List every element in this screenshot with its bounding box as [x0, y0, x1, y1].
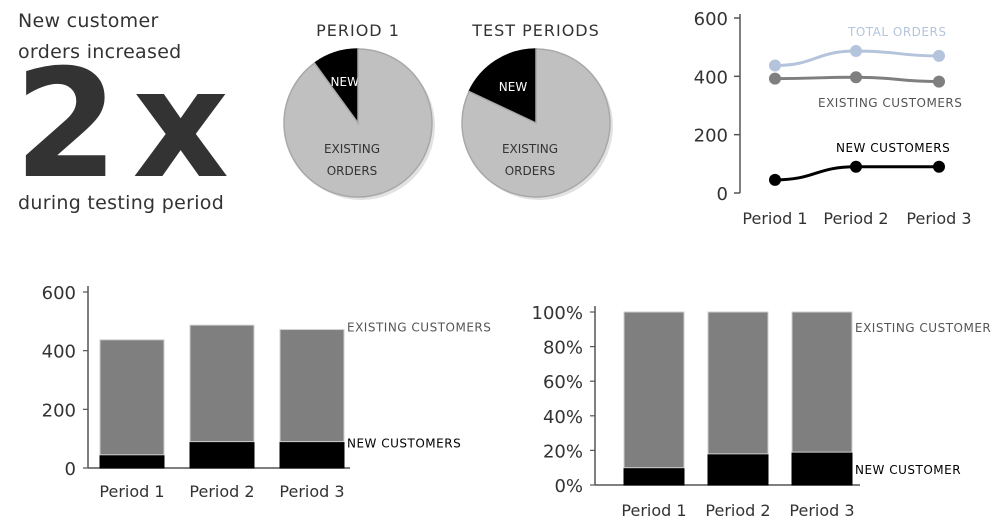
x-tick-label: Period 2 [189, 482, 254, 501]
data-point-new-customers [933, 160, 945, 173]
data-point-new-customers [850, 160, 862, 173]
series-label-existing-customer: EXISTING CUSTOMER [855, 321, 991, 335]
pie-slice-existing-orders [283, 48, 433, 198]
data-point-total-orders [769, 59, 781, 72]
bar-segment-existing-customers [279, 329, 345, 443]
headline-big-number: 2x [14, 38, 244, 212]
x-tick-label: Period 1 [621, 501, 686, 520]
y-tick-label: 600 [694, 9, 728, 30]
pie-label-existing: EXISTING ORDERS [502, 142, 558, 178]
headline-text: New customer orders increased [18, 6, 182, 68]
pie-chart-period-1: PERIOD 1 NEW EXISTING ORDERS [283, 21, 435, 200]
y-tick-label: 40% [543, 407, 583, 428]
y-tick-label: 0 [717, 184, 728, 205]
headline-footer: during testing period [18, 192, 225, 214]
x-tick-label: Period 3 [906, 209, 971, 228]
x-tick-label: Period 2 [823, 209, 888, 228]
bar-segment-new-customers [99, 454, 165, 469]
bar-segment-new-customers [189, 441, 255, 469]
pie-chart-test-periods: TEST PERIODS NEW EXISTING ORDERS [461, 21, 613, 200]
y-tick-label: 100% [532, 303, 583, 324]
bar-segment-new-customer [707, 453, 769, 486]
bar-segment-new-customers [279, 441, 345, 469]
data-point-existing-customers [850, 71, 862, 84]
pie-title: PERIOD 1 [316, 21, 400, 40]
data-point-existing-customers [933, 75, 945, 88]
x-tick-label: Period 1 [742, 209, 807, 228]
headline-line-2: orders increased [18, 41, 182, 63]
stacked-bar-chart-counts: 0 200 400 600 Period 1 Period 2 Period 3 NEW CU… [42, 283, 491, 501]
series-label-new-customer: NEW CUSTOMER [855, 463, 961, 477]
pie-label-new: NEW [499, 80, 528, 94]
y-tick-label: 80% [543, 338, 583, 359]
y-tick-label: 600 [42, 283, 76, 304]
y-tick-label: 200 [694, 126, 728, 147]
pie-label-line: ORDERS [505, 164, 556, 178]
series-label-new-customers: NEW CUSTOMERS [836, 141, 950, 155]
pie-slice-new [468, 48, 537, 125]
data-point-existing-customers [769, 72, 781, 85]
x-tick-label: Period 1 [99, 482, 164, 501]
data-point-new-customers [769, 173, 781, 186]
series-label-total-orders: TOTAL ORDERS [847, 25, 946, 39]
pie-label-line: EXISTING [324, 142, 380, 156]
series-label-existing-customers: EXISTING CUSTOMERS [347, 321, 491, 335]
x-tick-label: Period 3 [789, 501, 854, 520]
line-chart-orders: 0 200 400 600 Period 1 Period 2 Period 3 TOTAL … [694, 9, 972, 228]
y-tick-label: 0 [65, 459, 76, 480]
pie-title: TEST PERIODS [471, 21, 600, 40]
bar-segment-new-customer [623, 467, 685, 486]
y-tick-label: 0% [554, 476, 583, 497]
y-tick-label: 200 [42, 400, 76, 421]
y-tick-label: 20% [543, 441, 583, 462]
series-label-new-customers: NEW CUSTOMERS [347, 437, 461, 451]
bar-segment-existing-customers [99, 339, 165, 456]
bar-segment-existing-customer [791, 311, 853, 453]
data-point-total-orders [933, 49, 945, 62]
y-tick-label: 400 [694, 67, 728, 88]
stacked-bar-chart-percent: 0% 20% 40% 60% 80% 100% Period 1 Period 2 Period… [532, 303, 991, 520]
pie-label-new: NEW [331, 75, 360, 89]
bar-segment-new-customer [791, 451, 853, 486]
pie-slice-existing-orders [461, 48, 611, 198]
pie-label-line: EXISTING [502, 142, 558, 156]
bar-segment-existing-customer [623, 311, 685, 469]
pie-label-existing: EXISTING ORDERS [324, 142, 380, 178]
x-tick-label: Period 3 [279, 482, 344, 501]
x-tick-label: Period 2 [705, 501, 770, 520]
y-tick-label: 400 [42, 342, 76, 363]
data-point-total-orders [850, 44, 862, 57]
bar-segment-existing-customer [707, 311, 769, 455]
series-label-existing-customers: EXISTING CUSTOMERS [818, 96, 962, 110]
headline-line-1: New customer [18, 10, 159, 32]
pie-label-line: ORDERS [327, 164, 378, 178]
bar-segment-existing-customers [189, 324, 255, 443]
y-tick-label: 60% [543, 372, 583, 393]
